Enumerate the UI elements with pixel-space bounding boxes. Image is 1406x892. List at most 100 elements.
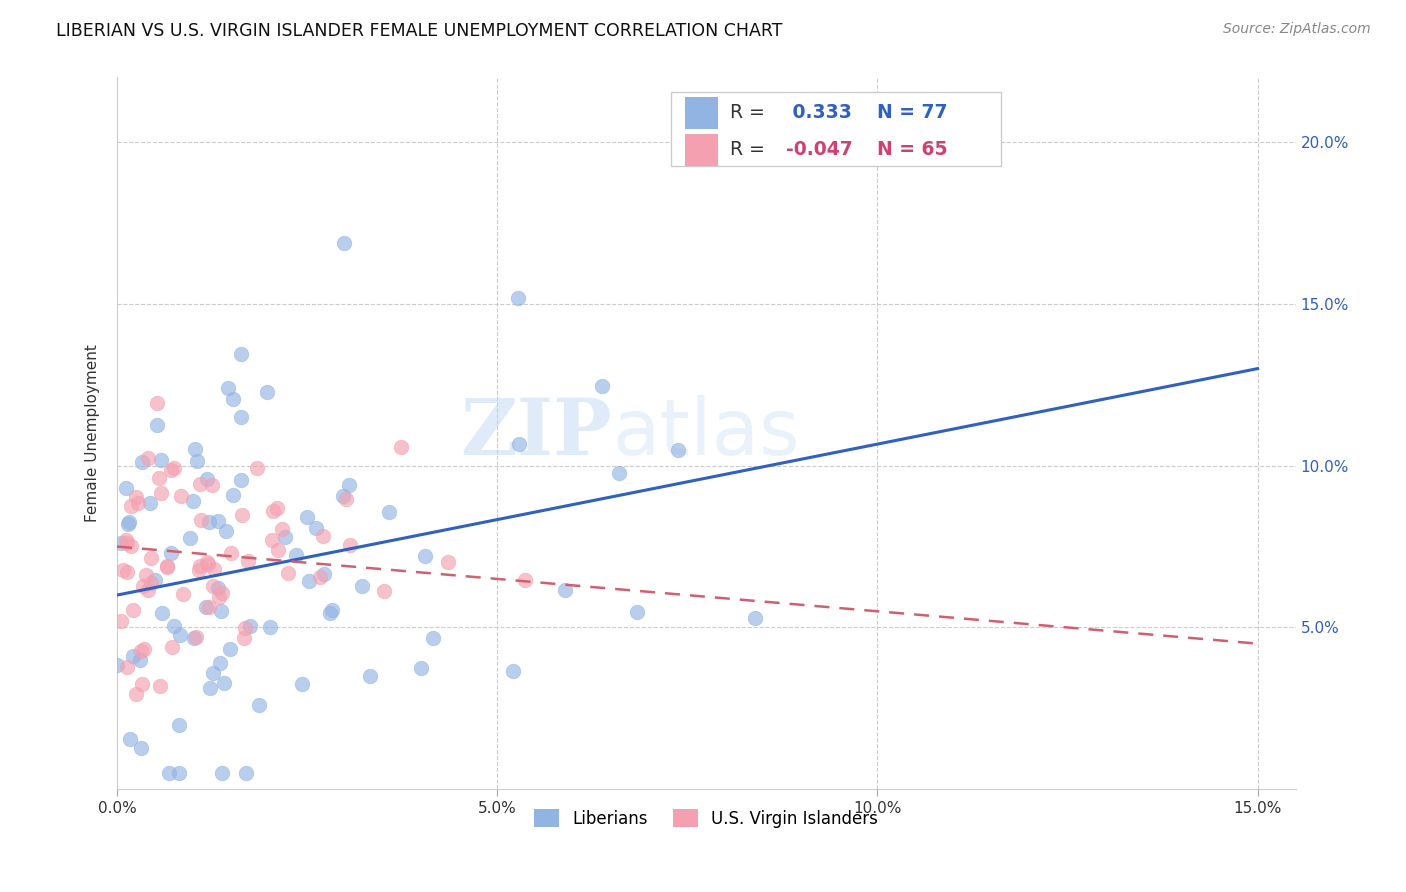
Point <box>156 560 179 574</box>
Point <box>129 740 152 755</box>
Point <box>411 661 433 675</box>
Point <box>508 437 530 451</box>
Point <box>389 440 412 454</box>
Point <box>373 583 395 598</box>
Point <box>134 641 156 656</box>
Point <box>350 579 373 593</box>
Point <box>262 504 284 518</box>
Point <box>149 453 172 467</box>
Text: LIBERIAN VS U.S. VIRGIN ISLANDER FEMALE UNEMPLOYMENT CORRELATION CHART: LIBERIAN VS U.S. VIRGIN ISLANDER FEMALE … <box>56 22 783 40</box>
Point <box>129 644 152 658</box>
Point <box>209 604 232 618</box>
Text: R =: R = <box>730 140 770 160</box>
Point <box>125 490 148 504</box>
Point <box>117 660 139 674</box>
Text: N = 77: N = 77 <box>877 103 948 122</box>
Point <box>131 455 153 469</box>
Point <box>120 540 142 554</box>
Point <box>172 587 194 601</box>
Point <box>305 521 328 535</box>
Point <box>188 558 211 573</box>
Point <box>197 515 219 529</box>
Point <box>129 653 152 667</box>
Point <box>291 676 314 690</box>
Point <box>554 582 576 597</box>
Point <box>160 546 183 560</box>
Text: -0.047: -0.047 <box>786 140 853 160</box>
Point <box>150 606 173 620</box>
Point <box>211 766 233 780</box>
Point <box>197 555 219 569</box>
Point <box>202 666 225 681</box>
Point <box>186 630 208 644</box>
Point <box>136 582 159 597</box>
Point <box>744 611 766 625</box>
Point <box>146 396 169 410</box>
Point <box>260 533 283 547</box>
Point <box>359 668 381 682</box>
Point <box>266 542 288 557</box>
Point <box>332 489 354 503</box>
Point <box>162 461 184 475</box>
Point <box>139 551 162 566</box>
Point <box>246 460 269 475</box>
Point <box>229 409 252 424</box>
Point <box>143 574 166 588</box>
Point <box>321 603 343 617</box>
Point <box>114 533 136 548</box>
Point <box>110 536 132 550</box>
Point <box>148 471 170 485</box>
Point <box>502 664 524 678</box>
Point <box>169 628 191 642</box>
Text: N = 65: N = 65 <box>877 140 948 160</box>
Point <box>218 641 240 656</box>
Point <box>298 574 321 588</box>
FancyBboxPatch shape <box>685 134 718 166</box>
Text: 0.333: 0.333 <box>786 103 852 122</box>
Point <box>201 478 224 492</box>
Point <box>167 718 190 732</box>
Point <box>135 567 157 582</box>
Point <box>136 450 159 465</box>
Point <box>222 392 245 406</box>
Point <box>204 562 226 576</box>
Point <box>214 524 236 538</box>
Point <box>195 600 218 615</box>
Point <box>285 549 308 563</box>
Point <box>167 766 190 780</box>
FancyBboxPatch shape <box>671 92 1001 167</box>
Point <box>115 565 138 579</box>
Point <box>335 492 357 507</box>
Y-axis label: Female Unemployment: Female Unemployment <box>86 344 100 523</box>
Point <box>207 514 229 528</box>
Point <box>190 513 212 527</box>
Point <box>122 648 145 663</box>
Text: Source: ZipAtlas.com: Source: ZipAtlas.com <box>1223 22 1371 37</box>
Point <box>156 559 179 574</box>
Point <box>508 291 530 305</box>
Point <box>188 477 211 491</box>
Point <box>236 554 259 568</box>
Point <box>181 494 204 508</box>
Point <box>212 675 235 690</box>
Point <box>197 557 219 571</box>
Point <box>231 347 253 361</box>
Point <box>312 567 335 582</box>
Point <box>159 462 181 476</box>
Point <box>149 679 172 693</box>
Point <box>219 546 242 560</box>
Point <box>139 496 162 510</box>
Point <box>115 482 138 496</box>
Point <box>607 466 630 480</box>
Point <box>117 517 139 532</box>
Point <box>626 605 648 619</box>
Text: ZIP: ZIP <box>460 395 612 471</box>
Point <box>157 766 180 780</box>
Point <box>295 510 318 524</box>
Point <box>169 489 191 503</box>
Point <box>125 687 148 701</box>
Point <box>337 478 360 492</box>
Point <box>277 566 299 580</box>
Point <box>247 698 270 712</box>
Legend: Liberians, U.S. Virgin Islanders: Liberians, U.S. Virgin Islanders <box>527 803 884 834</box>
